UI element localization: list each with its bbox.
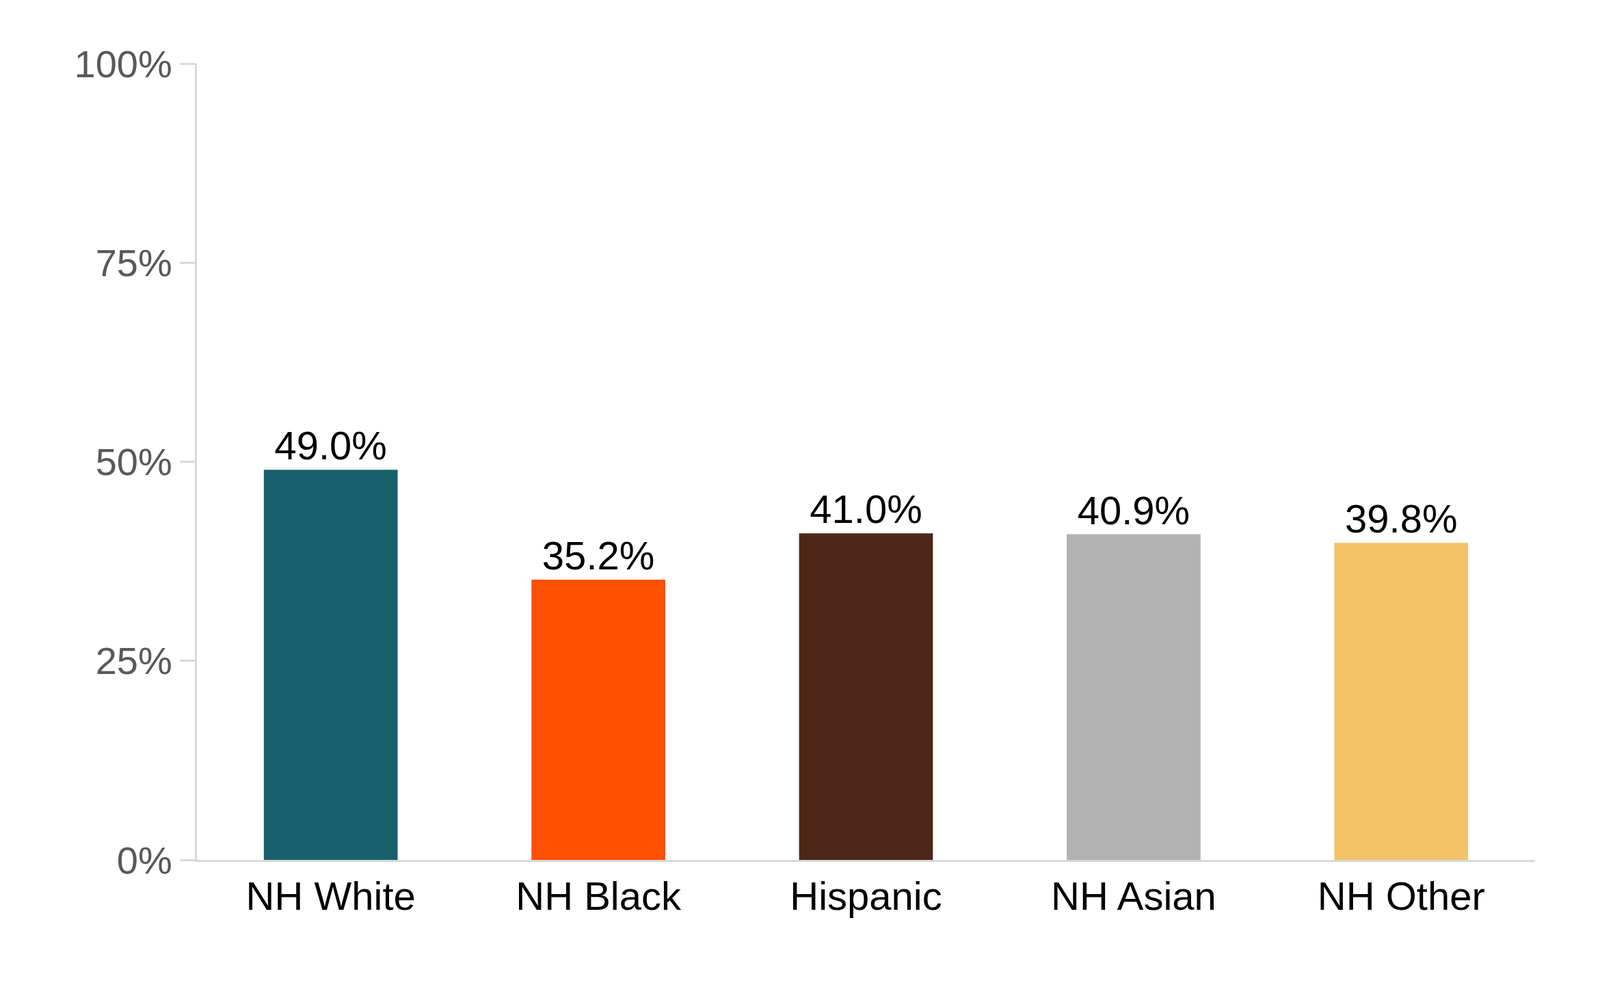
svg-text:NH Black: NH Black	[515, 873, 682, 919]
svg-text:50%: 50%	[95, 440, 173, 484]
svg-text:NH Other: NH Other	[1317, 873, 1486, 919]
svg-text:Hispanic: Hispanic	[789, 873, 942, 919]
svg-text:35.2%: 35.2%	[542, 533, 655, 578]
svg-text:NH Asian: NH Asian	[1050, 873, 1217, 919]
svg-text:75%: 75%	[95, 241, 173, 285]
svg-text:100%: 100%	[74, 42, 173, 86]
svg-text:41.0%: 41.0%	[809, 486, 922, 532]
svg-text:39.8%: 39.8%	[1344, 496, 1458, 541]
svg-text:25%: 25%	[95, 639, 173, 683]
svg-text:0%: 0%	[116, 838, 173, 883]
svg-text:40.9%: 40.9%	[1077, 488, 1190, 533]
svg-text:49.0%: 49.0%	[274, 423, 387, 468]
svg-text:NH White: NH White	[246, 873, 416, 919]
